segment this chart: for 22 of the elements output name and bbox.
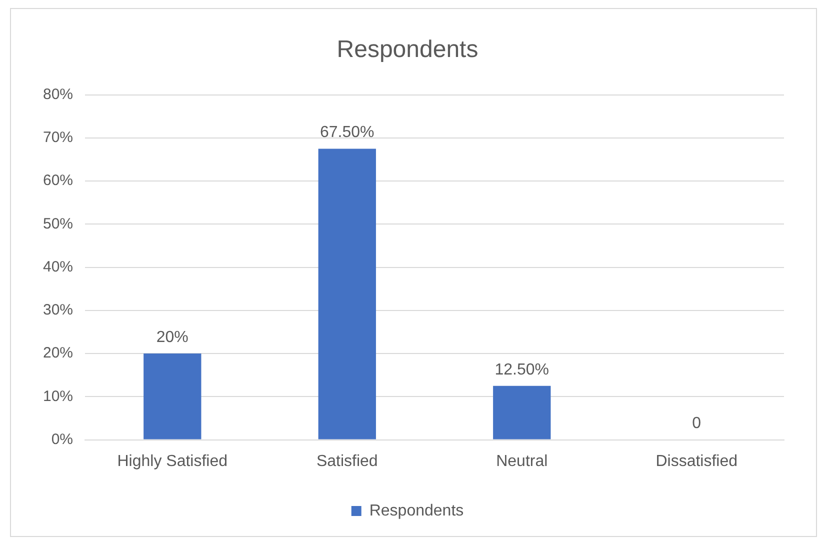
y-tick-label: 70% [42,129,74,146]
legend-label: Respondents [369,502,464,520]
bar [493,386,551,440]
data-label: 12.50% [494,361,550,378]
y-tick-label: 20% [42,344,74,362]
y-tick-label: 10% [42,388,74,405]
y-tick-label: 30% [42,302,74,319]
data-label: 0 [692,415,702,432]
x-tick-label: Dissatisfied [656,452,738,470]
y-tick-label: 60% [42,172,74,190]
x-tick-label: Highly Satisfied [117,452,228,470]
y-tick-label: 80% [42,86,74,103]
data-label: 67.50% [320,124,374,142]
y-tick-label: 0% [51,430,74,448]
x-tick-label: Satisfied [316,452,378,470]
bar [144,354,202,440]
chart-title: Respondents [336,36,478,64]
y-tick-label: 50% [42,215,74,232]
y-tick-label: 40% [42,258,74,276]
data-label: 20% [156,328,188,346]
bar [318,148,376,440]
x-tick-label: Neutral [496,452,548,470]
